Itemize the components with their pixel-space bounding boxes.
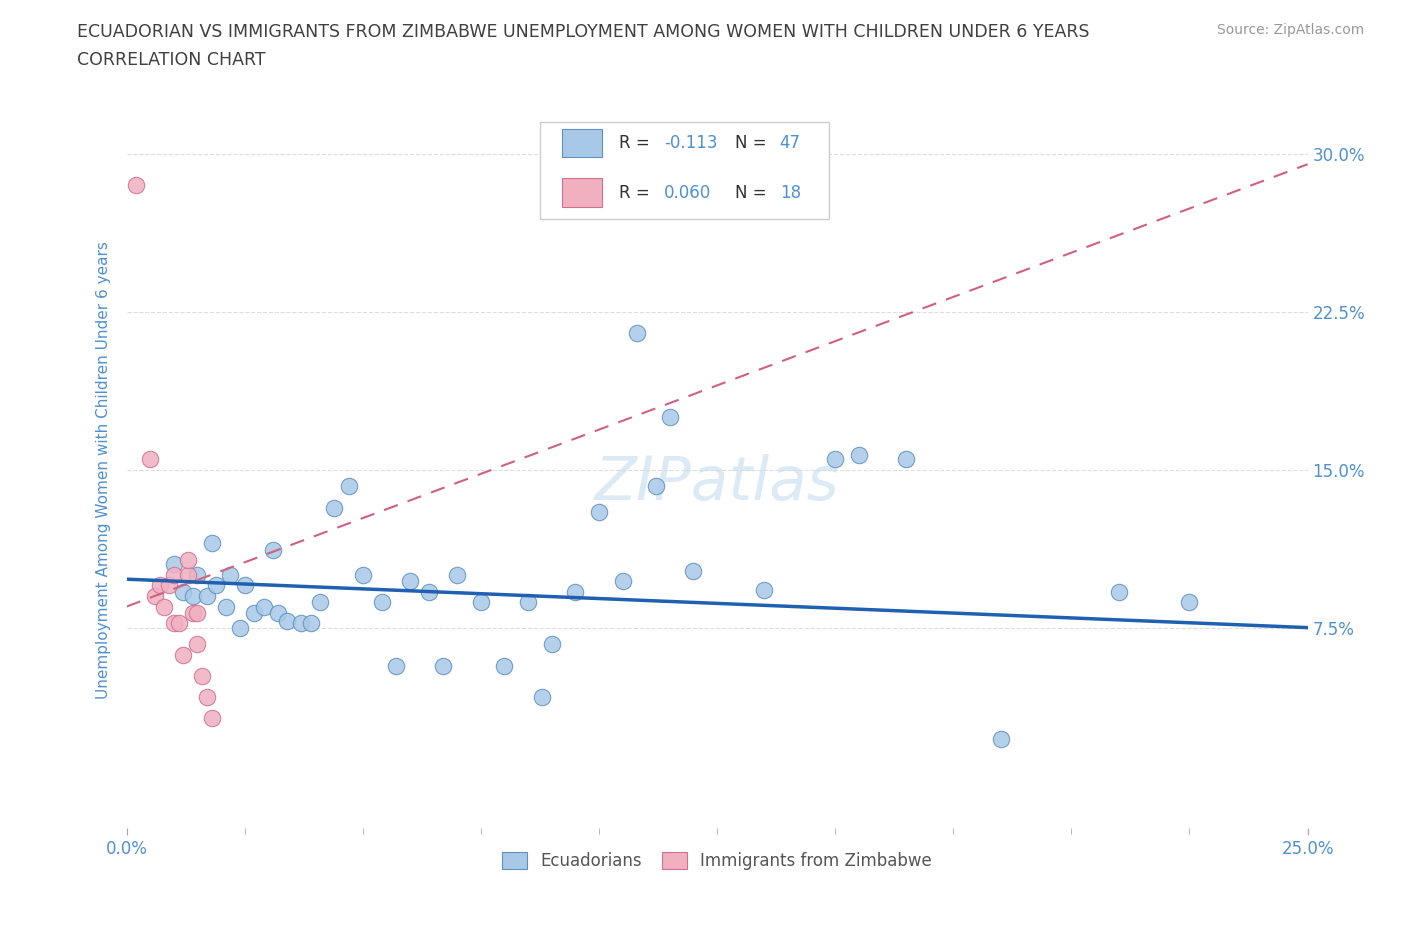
Point (612, 574, 634, 589)
Text: 0.060: 0.060 (664, 183, 711, 202)
Point (754, 582, 776, 597)
Y-axis label: Unemployment Among Women with Children Under 6 years: Unemployment Among Women with Children U… (96, 241, 111, 698)
Point (157, 578, 180, 593)
Point (290, 616, 312, 631)
Point (181, 605, 204, 620)
Point (163, 567, 186, 582)
Point (385, 658, 408, 673)
Point (229, 620, 252, 635)
Point (149, 578, 172, 593)
Point (531, 690, 554, 705)
Legend: Ecuadorians, Immigrants from Zimbabwe: Ecuadorians, Immigrants from Zimbabwe (495, 845, 939, 877)
Point (658, 409, 681, 424)
Point (337, 479, 360, 494)
Text: R =: R = (619, 183, 655, 202)
Text: ZIPatlas: ZIPatlas (595, 455, 839, 513)
Point (370, 595, 392, 610)
Text: N =: N = (735, 134, 772, 153)
Point (494, 658, 516, 673)
Point (172, 584, 194, 599)
Point (418, 584, 440, 599)
Text: R =: R = (619, 134, 655, 153)
Point (163, 616, 186, 631)
Point (262, 542, 284, 557)
Point (186, 605, 208, 620)
Text: 18: 18 (780, 183, 801, 202)
Point (205, 578, 228, 593)
Point (540, 637, 562, 652)
Text: ECUADORIAN VS IMMIGRANTS FROM ZIMBABWE UNEMPLOYMENT AMONG WOMEN WITH CHILDREN UN: ECUADORIAN VS IMMIGRANTS FROM ZIMBABWE U… (77, 23, 1090, 41)
Point (195, 690, 218, 705)
Point (682, 564, 704, 578)
Text: 47: 47 (780, 134, 800, 153)
Point (470, 595, 492, 610)
Point (153, 599, 176, 614)
Point (200, 536, 222, 551)
Point (276, 614, 298, 629)
Point (446, 567, 468, 582)
Point (432, 658, 454, 673)
Point (167, 616, 190, 631)
Point (848, 447, 870, 462)
Point (990, 732, 1012, 747)
Text: -0.113: -0.113 (664, 134, 717, 153)
Point (894, 452, 917, 467)
Point (626, 326, 648, 340)
Point (323, 500, 346, 515)
Point (200, 711, 222, 725)
Point (267, 605, 290, 620)
Point (177, 552, 200, 567)
Point (588, 504, 610, 519)
Point (195, 589, 218, 604)
Point (172, 647, 194, 662)
Point (352, 567, 374, 582)
Point (233, 578, 256, 593)
Point (177, 567, 200, 582)
Text: CORRELATION CHART: CORRELATION CHART (77, 51, 266, 69)
FancyBboxPatch shape (540, 123, 830, 219)
Point (1108, 584, 1130, 599)
Point (564, 584, 586, 599)
Text: N =: N = (735, 183, 772, 202)
Point (399, 574, 422, 589)
FancyBboxPatch shape (562, 128, 603, 157)
Point (299, 616, 322, 631)
Text: Source: ZipAtlas.com: Source: ZipAtlas.com (1216, 23, 1364, 37)
Point (252, 599, 274, 614)
Point (163, 557, 186, 572)
Point (143, 589, 166, 604)
Point (243, 605, 266, 620)
Point (309, 595, 332, 610)
Point (1178, 595, 1201, 610)
Point (517, 595, 540, 610)
Point (181, 589, 204, 604)
Point (219, 567, 242, 582)
Point (215, 599, 238, 614)
Point (644, 479, 666, 494)
Point (125, 178, 148, 193)
Point (186, 637, 208, 652)
Point (186, 567, 208, 582)
Point (824, 452, 846, 467)
Point (139, 452, 162, 467)
FancyBboxPatch shape (562, 179, 603, 206)
Point (191, 669, 214, 684)
